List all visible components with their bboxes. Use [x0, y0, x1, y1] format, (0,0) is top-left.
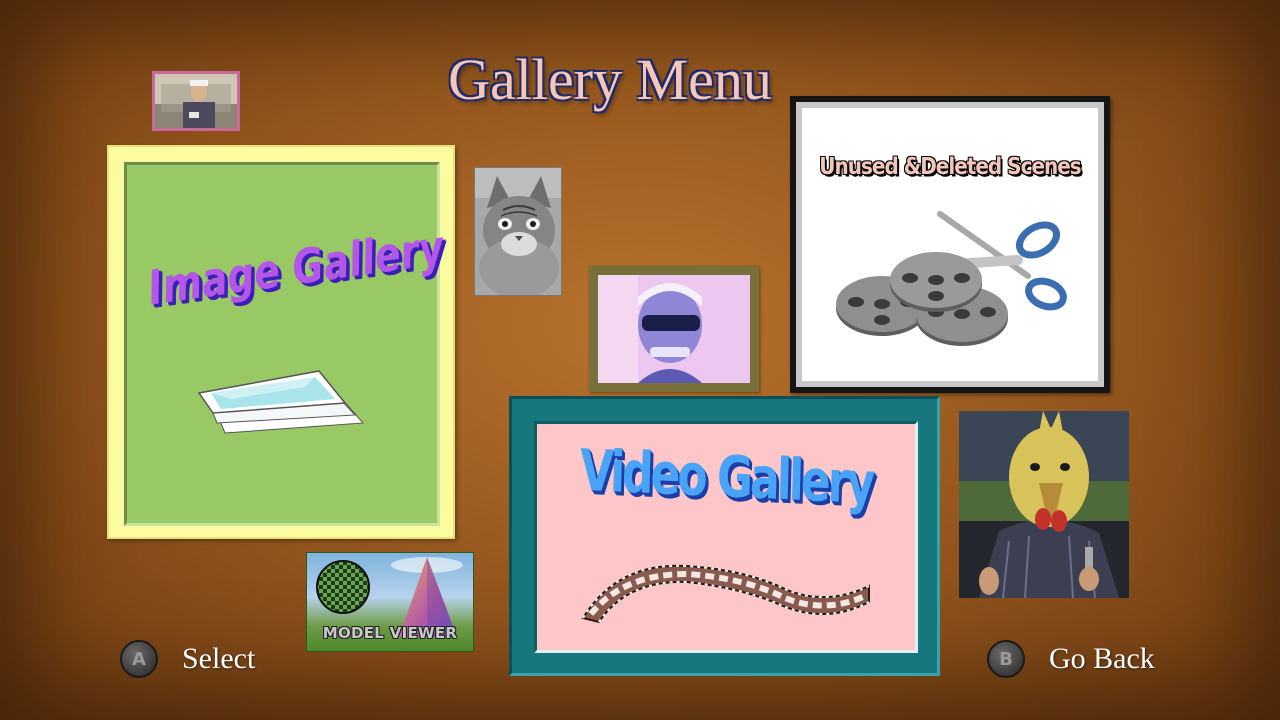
select-label: Select: [182, 642, 256, 675]
model-viewer-label: MODEL VIEWER: [322, 624, 458, 642]
page-title: Gallery Menu: [448, 47, 772, 112]
unused-scenes-inner: Unused &Deleted Scenes: [802, 108, 1098, 381]
select-hint: A Select: [120, 640, 255, 678]
image-gallery-inner: Image Gallery: [124, 162, 448, 526]
unused-scenes-mat: Unused &Deleted Scenes: [796, 102, 1104, 387]
thumbnail-inverted-portrait: [589, 266, 759, 392]
model-viewer-tile[interactable]: MODEL VIEWER: [306, 552, 474, 652]
image-gallery-tile[interactable]: Image Gallery: [107, 145, 455, 539]
video-gallery-tile[interactable]: Video Gallery: [509, 396, 940, 676]
film-strip-icon: [581, 564, 870, 624]
b-button-icon: B: [987, 640, 1025, 678]
film-reels-scissors-icon: [836, 211, 1067, 346]
go-back-label: Go Back: [1049, 642, 1155, 675]
image-gallery-label: Image Gallery: [144, 219, 448, 316]
thumbnail-chicken-mask-photo: [959, 411, 1129, 598]
go-back-hint[interactable]: B Go Back: [987, 640, 1155, 678]
unused-scenes-label: Unused &Deleted Scenes: [819, 152, 1081, 180]
video-gallery-label: Video Gallery: [578, 437, 874, 518]
video-gallery-inner: Video Gallery: [534, 421, 918, 653]
thumbnail-cat-photo: [474, 167, 562, 296]
photo-stack-icon: [197, 370, 365, 434]
unused-scenes-tile[interactable]: Unused &Deleted Scenes: [790, 96, 1110, 393]
thumbnail-man-photo: [152, 71, 240, 131]
a-button-icon: A: [120, 640, 158, 678]
